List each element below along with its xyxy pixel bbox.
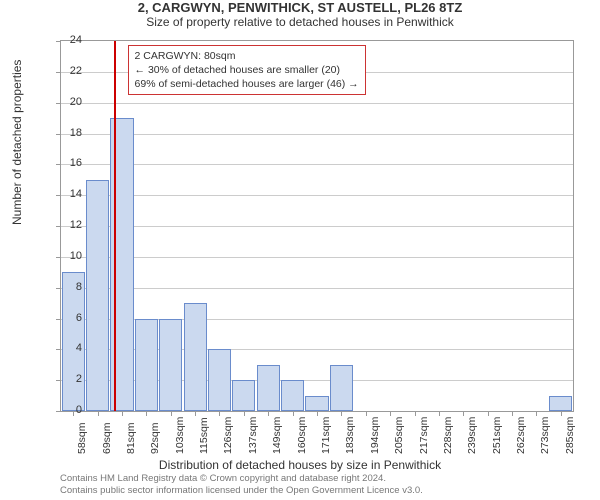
y-tick-label: 20 — [58, 96, 82, 108]
page-subtitle: Size of property relative to detached ho… — [0, 15, 600, 29]
grid-line — [61, 195, 573, 196]
y-tick-label: 18 — [58, 127, 82, 139]
x-tick-mark — [390, 411, 391, 416]
grid-line — [61, 103, 573, 104]
histogram-bar — [184, 303, 207, 411]
footer-line2: Contains public sector information licen… — [60, 485, 423, 496]
x-tick-mark — [366, 411, 367, 416]
histogram-bar — [159, 319, 182, 412]
x-tick-label: 160sqm — [296, 417, 308, 454]
grid-line — [61, 257, 573, 258]
x-tick-label: 103sqm — [174, 417, 186, 454]
annotation-line: 69% of semi-detached houses are larger (… — [135, 77, 359, 91]
x-tick-mark — [463, 411, 464, 416]
y-tick-label: 16 — [58, 157, 82, 169]
x-tick-label: 205sqm — [393, 417, 405, 454]
grid-line — [61, 164, 573, 165]
x-tick-mark — [98, 411, 99, 416]
y-tick-label: 6 — [58, 312, 82, 324]
x-tick-label: 92sqm — [149, 422, 161, 454]
x-tick-label: 262sqm — [515, 417, 527, 454]
histogram-bar — [257, 365, 280, 411]
y-tick-label: 24 — [58, 34, 82, 46]
x-tick-label: 58sqm — [76, 422, 88, 454]
y-tick-label: 2 — [58, 373, 82, 385]
x-tick-label: 217sqm — [418, 417, 430, 454]
x-tick-label: 115sqm — [198, 417, 210, 454]
x-tick-mark — [415, 411, 416, 416]
x-tick-label: 137sqm — [247, 417, 259, 454]
x-tick-label: 126sqm — [222, 417, 234, 454]
x-tick-mark — [244, 411, 245, 416]
x-tick-mark — [317, 411, 318, 416]
x-tick-mark — [536, 411, 537, 416]
x-tick-label: 69sqm — [101, 422, 113, 454]
x-tick-label: 183sqm — [344, 417, 356, 454]
x-tick-mark — [512, 411, 513, 416]
annotation-box: 2 CARGWYN: 80sqm← 30% of detached houses… — [128, 45, 366, 96]
y-tick-label: 4 — [58, 342, 82, 354]
x-tick-label: 149sqm — [271, 417, 283, 454]
histogram-bar — [305, 396, 328, 411]
histogram-chart: 2 CARGWYN: 80sqm← 30% of detached houses… — [60, 40, 574, 412]
x-tick-label: 251sqm — [491, 417, 503, 454]
histogram-bar — [135, 319, 158, 412]
grid-line — [61, 226, 573, 227]
x-tick-label: 81sqm — [125, 422, 137, 454]
grid-line — [61, 288, 573, 289]
x-tick-mark — [341, 411, 342, 416]
x-tick-mark — [171, 411, 172, 416]
histogram-bar — [549, 396, 572, 411]
y-tick-label: 14 — [58, 188, 82, 200]
annotation-line: 2 CARGWYN: 80sqm — [135, 49, 359, 63]
x-tick-label: 285sqm — [564, 417, 576, 454]
y-tick-label: 22 — [58, 65, 82, 77]
histogram-bar — [330, 365, 353, 411]
grid-line — [61, 134, 573, 135]
x-tick-mark — [195, 411, 196, 416]
x-tick-mark — [146, 411, 147, 416]
footer-attribution: Contains HM Land Registry data © Crown c… — [60, 473, 423, 496]
x-tick-mark — [293, 411, 294, 416]
y-tick-label: 8 — [58, 281, 82, 293]
x-tick-mark — [488, 411, 489, 416]
x-tick-mark — [268, 411, 269, 416]
annotation-line: ← 30% of detached houses are smaller (20… — [135, 63, 359, 77]
y-tick-label: 10 — [58, 250, 82, 262]
histogram-bar — [208, 349, 231, 411]
x-tick-label: 273sqm — [539, 417, 551, 454]
histogram-bar — [86, 180, 109, 411]
plot-region: 2 CARGWYN: 80sqm← 30% of detached houses… — [61, 41, 573, 411]
x-tick-mark — [219, 411, 220, 416]
x-tick-label: 171sqm — [320, 417, 332, 454]
page-title: 2, CARGWYN, PENWITHICK, ST AUSTELL, PL26… — [0, 0, 600, 15]
reference-line — [114, 41, 116, 411]
y-tick-label: 0 — [58, 404, 82, 416]
footer-line1: Contains HM Land Registry data © Crown c… — [60, 473, 423, 484]
y-axis-label: Number of detached properties — [10, 60, 24, 225]
x-tick-label: 228sqm — [442, 417, 454, 454]
histogram-bar — [281, 380, 304, 411]
x-tick-mark — [561, 411, 562, 416]
x-tick-label: 239sqm — [466, 417, 478, 454]
x-tick-mark — [122, 411, 123, 416]
y-tick-label: 12 — [58, 219, 82, 231]
x-tick-label: 194sqm — [369, 417, 381, 454]
histogram-bar — [232, 380, 255, 411]
x-axis-label: Distribution of detached houses by size … — [0, 458, 600, 472]
x-tick-mark — [439, 411, 440, 416]
